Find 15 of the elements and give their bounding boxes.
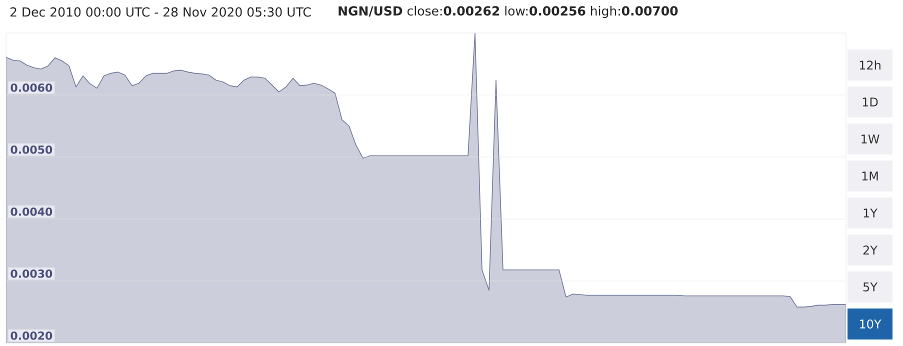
y-tick-label: 0.0020 [10,331,52,340]
text: 10Y [860,319,882,329]
text: 2Y [863,246,878,254]
y-tick-label: 0.0030 [10,269,52,278]
text: 12h [860,60,880,70]
y-tick-label: 0.0040 [10,207,52,216]
text: 1W [862,134,880,144]
text: 5Y [863,282,878,292]
text: 1D [862,98,878,106]
text: 1Y [864,208,878,218]
text: 1M [862,172,878,180]
chart-subtitle: NGN/USD close:0.00262 low:0.00256 high:0.00700 [338,6,678,18]
y-tick-label: 0.0050 [10,145,52,154]
y-tick-label: 0.0060 [10,83,52,92]
chart-title: 2 Dec 2010 00:00 UTC - 28 Nov 2020 05:30 UTC [10,7,311,17]
